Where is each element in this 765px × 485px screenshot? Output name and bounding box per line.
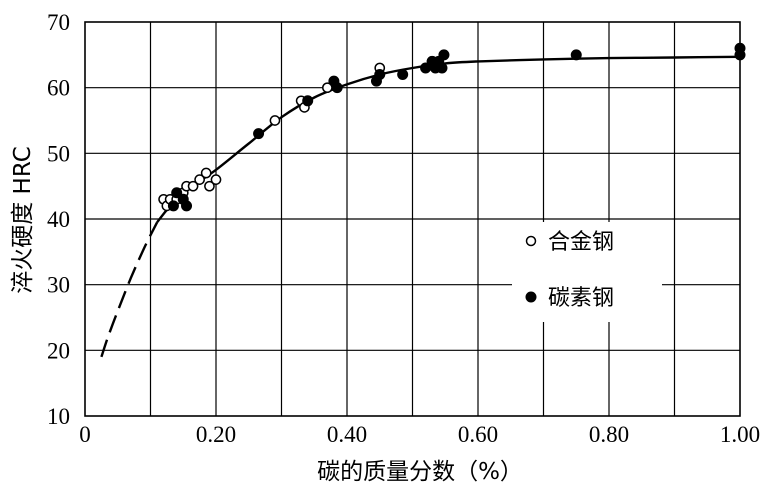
- point-alloy-steel: [204, 180, 215, 192]
- x-tick-label: 1.00: [720, 422, 760, 447]
- legend-marker-carbon: [525, 291, 537, 303]
- trend-curve-solid: [156, 55, 741, 224]
- legend-label-carbon: 碳素钢: [548, 286, 614, 311]
- x-tick-label: 0: [79, 422, 91, 447]
- plot-frame: [84, 21, 741, 417]
- point-carbon-steel: [253, 128, 265, 140]
- legend: 合金钢 碳素钢: [512, 222, 662, 322]
- point-carbon-steel: [734, 49, 746, 61]
- point-alloy-steel: [200, 167, 212, 179]
- point-alloy-steel: [194, 174, 205, 185]
- point-carbon-steel: [167, 200, 179, 212]
- legend-label-alloy: 合金钢: [548, 230, 614, 255]
- point-carbon-steel: [374, 69, 386, 81]
- y-tick-label: 10: [47, 404, 70, 429]
- grid-lines: [85, 22, 740, 416]
- y-tick-label: 70: [47, 10, 70, 35]
- point-carbon-steel: [438, 49, 450, 61]
- y-tick-label: 50: [47, 141, 70, 166]
- x-tick-label: 0.80: [589, 422, 629, 447]
- y-tick-label: 20: [47, 338, 70, 363]
- y-axis-title: 淬火硬度 HRC: [10, 146, 36, 294]
- x-tick-label: 0.60: [458, 422, 498, 447]
- point-carbon-steel: [302, 95, 314, 107]
- point-carbon-steel: [570, 49, 582, 61]
- y-tick-label: 40: [47, 207, 70, 232]
- legend-background: [512, 222, 662, 322]
- point-carbon-steel: [171, 187, 183, 199]
- data-points: [158, 42, 746, 212]
- trend-curve-dashed: [100, 221, 159, 358]
- x-axis-title: 碳的质量分数（%）: [317, 459, 523, 485]
- point-carbon-steel: [331, 82, 343, 94]
- point-alloy-steel: [210, 174, 222, 185]
- x-tick-label: 0.20: [196, 422, 236, 447]
- point-carbon-steel: [436, 62, 448, 74]
- tick-labels: 0 0.20 0.40 0.60 0.80 1.00 10 20 30 40 50 60 70: [47, 10, 760, 447]
- y-tick-label: 30: [47, 273, 70, 298]
- point-alloy-steel: [187, 180, 199, 192]
- point-carbon-steel: [181, 200, 193, 212]
- y-tick-label: 60: [47, 76, 70, 101]
- legend-marker-alloy: [525, 235, 537, 247]
- point-alloy-steel: [269, 115, 281, 126]
- point-carbon-steel: [397, 69, 409, 81]
- x-tick-label: 0.40: [327, 422, 367, 447]
